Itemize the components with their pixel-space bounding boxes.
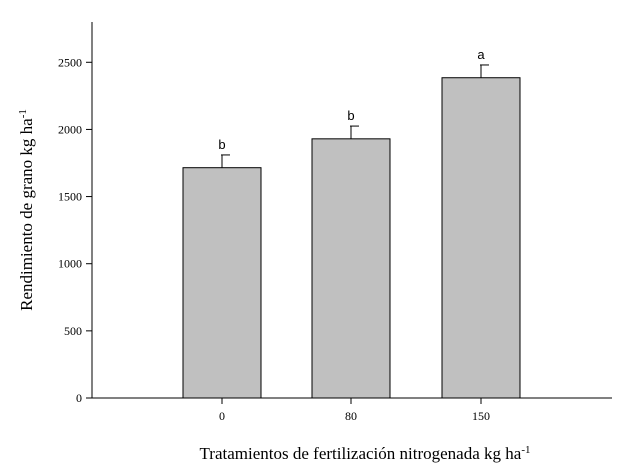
x-tick-label: 0	[219, 409, 225, 423]
x-axis-title-text: Tratamientos de fertilización nitrogenad…	[200, 444, 522, 463]
y-axis-title-text: Rendimiento de grano kg ha	[17, 118, 36, 311]
x-axis-title: Tratamientos de fertilización nitrogenad…	[200, 444, 531, 463]
significance-letter: a	[477, 47, 485, 62]
x-axis-ticks: 0 80 150	[219, 398, 490, 423]
y-tick-label: 2000	[58, 122, 82, 136]
bar	[441, 77, 521, 399]
x-tick-label: 80	[345, 409, 357, 423]
y-axis-title: Rendimiento de grano kg ha-1	[17, 109, 36, 311]
bar	[182, 167, 262, 399]
significance-letter: b	[218, 137, 225, 152]
y-tick-label: 1000	[58, 257, 82, 271]
y-tick-label: 500	[64, 324, 82, 338]
bars: b b a	[182, 47, 521, 399]
y-axis-ticks: 0 500 1000 1500 2000 2500	[58, 55, 92, 405]
y-tick-label: 2500	[58, 55, 82, 69]
y-tick-label: 1500	[58, 190, 82, 204]
x-axis-title-superscript: -1	[521, 444, 530, 456]
x-tick-label: 150	[472, 409, 490, 423]
y-tick-label: 0	[76, 391, 82, 405]
bar	[311, 138, 391, 399]
significance-letter: b	[347, 108, 354, 123]
y-axis-title-superscript: -1	[17, 109, 29, 118]
